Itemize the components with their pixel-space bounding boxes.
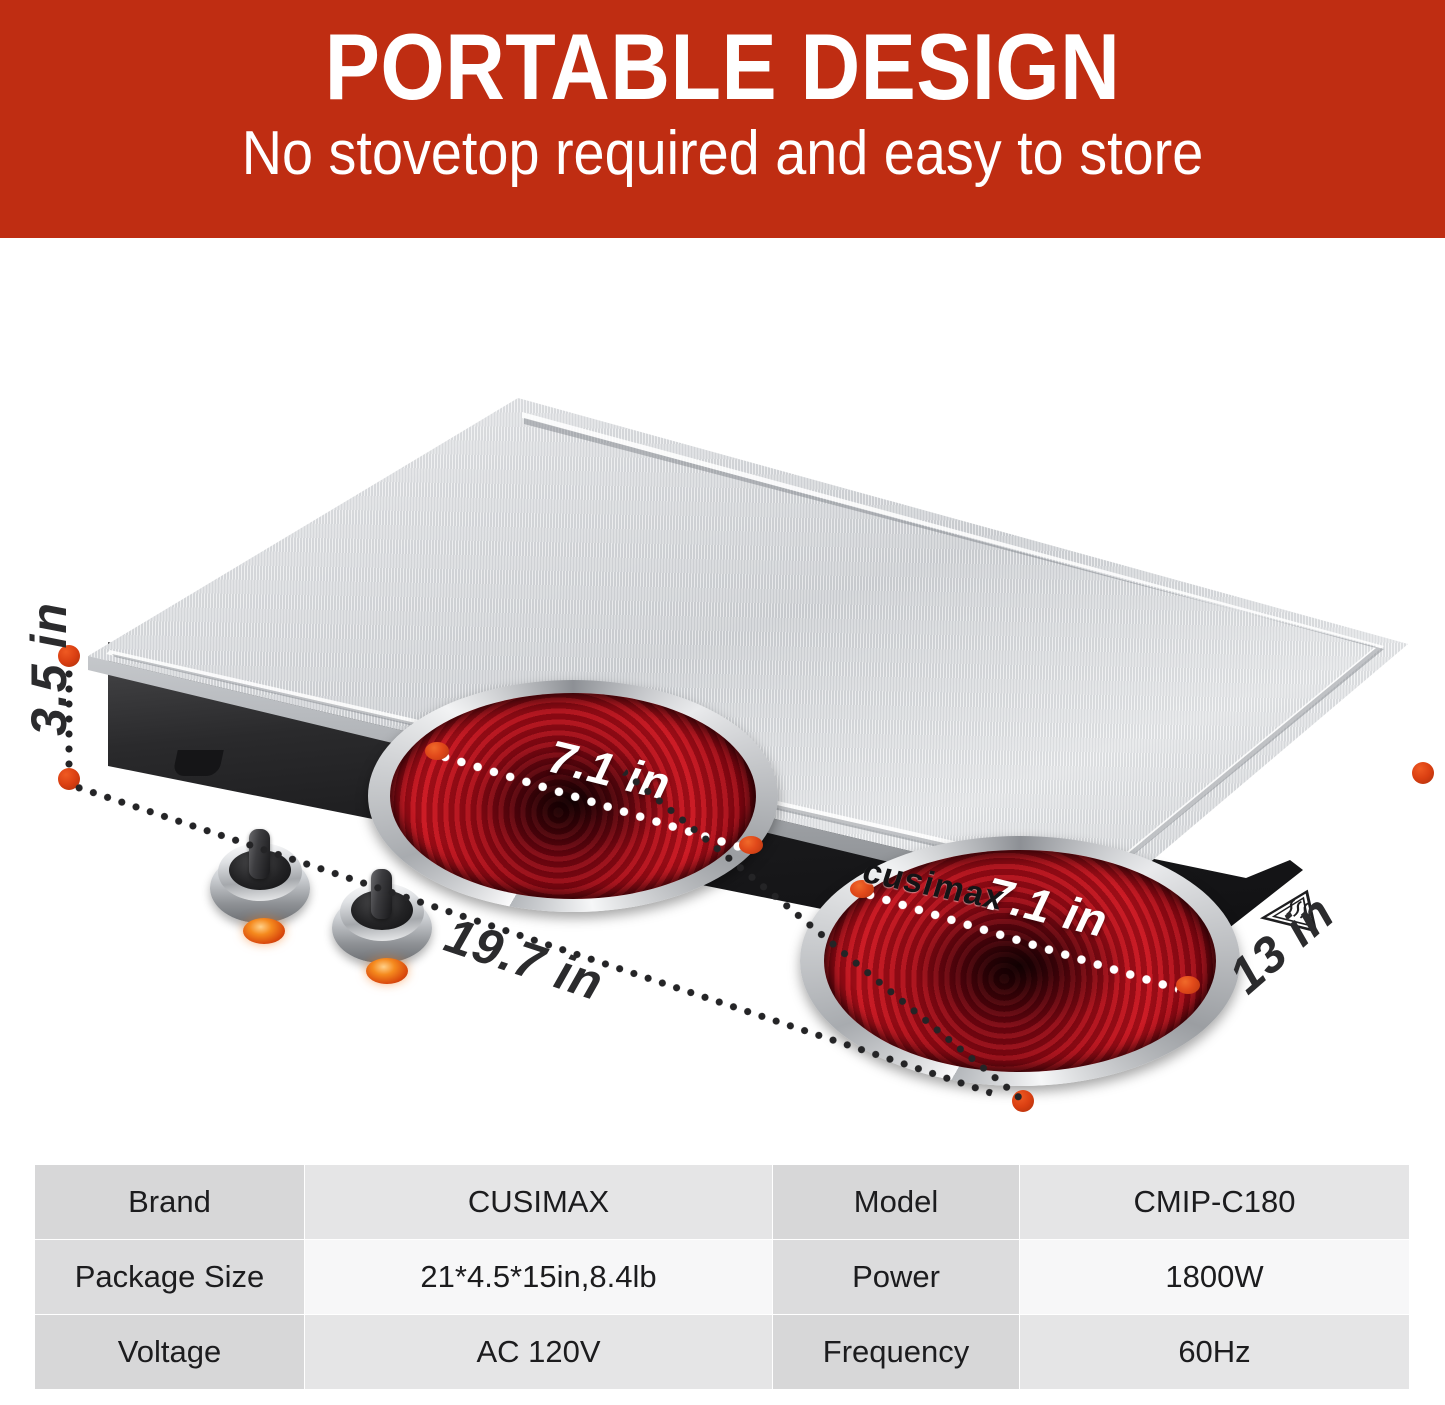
- right-burner-dimension-dot-start: [850, 880, 874, 898]
- spec-value-package-size: 21*4.5*15in,8.4lb: [305, 1240, 773, 1315]
- left-burner-dimension-dot-start: [425, 742, 449, 760]
- right-power-indicator-light: [366, 958, 408, 984]
- hot-surface-warning-icon: [1259, 889, 1318, 933]
- left-knob-pointer[interactable]: [249, 829, 270, 879]
- spec-label-frequency: Frequency: [773, 1315, 1020, 1390]
- spec-label-brand: Brand: [35, 1165, 305, 1240]
- right-burner-glass: [824, 850, 1216, 1072]
- left-burner-dimension-dot-end: [739, 836, 763, 854]
- right-burner: [800, 836, 1240, 1086]
- left-burner: [368, 680, 778, 912]
- spec-label-package-size: Package Size: [35, 1240, 305, 1315]
- left-power-indicator-light: [243, 918, 285, 944]
- right-knob-pointer[interactable]: [371, 869, 392, 919]
- product-photo: 7.1 in 7.1 in: [0, 238, 1445, 1148]
- height-dimension-label: 3.5 in: [20, 602, 77, 736]
- spec-label-voltage: Voltage: [35, 1315, 305, 1390]
- spec-value-frequency: 60Hz: [1020, 1315, 1410, 1390]
- spec-value-voltage: AC 120V: [305, 1315, 773, 1390]
- banner-subtitle: No stovetop required and easy to store: [241, 119, 1204, 188]
- spec-table: Brand CUSIMAX Model CMIP-C180 Package Si…: [35, 1165, 1410, 1390]
- spec-label-model: Model: [773, 1165, 1020, 1240]
- spec-label-power: Power: [773, 1240, 1020, 1315]
- height-dimension-dot-top: [58, 645, 80, 667]
- spec-value-brand: CUSIMAX: [305, 1165, 773, 1240]
- spec-value-model: CMIP-C180: [1020, 1165, 1410, 1240]
- banner-title: PORTABLE DESIGN: [324, 14, 1121, 119]
- spec-value-power: 1800W: [1020, 1240, 1410, 1315]
- depth-dimension-dot-right: [1412, 762, 1434, 784]
- left-burner-glass: [390, 693, 756, 899]
- header-banner: PORTABLE DESIGN No stovetop required and…: [0, 0, 1445, 238]
- right-burner-dimension-dot-end: [1176, 976, 1200, 994]
